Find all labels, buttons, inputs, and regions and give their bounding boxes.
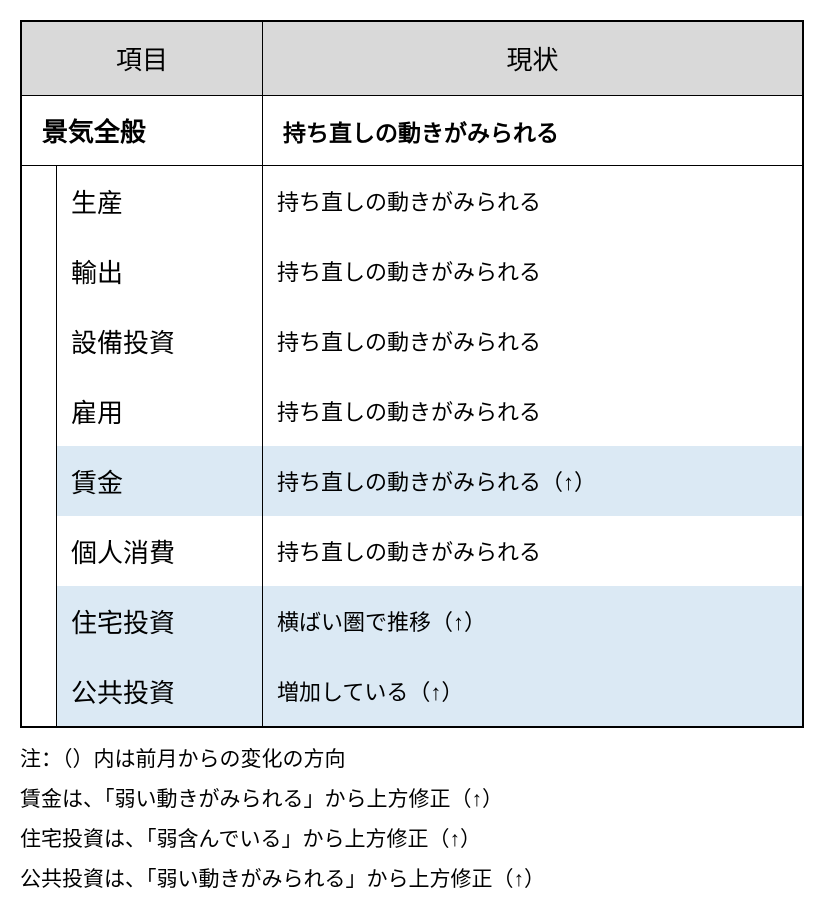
header-status: 現状: [263, 21, 804, 96]
row-item: 公共投資: [21, 656, 263, 727]
footnote-line: 公共投資は、「弱い動きがみられる」から上方修正（↑）: [20, 860, 804, 900]
row-status: 持ち直しの動きがみられる: [263, 166, 804, 237]
footnote-line: 賃金は、「弱い動きがみられる」から上方修正（↑）: [20, 780, 804, 820]
row-item-label: 住宅投資: [56, 586, 262, 656]
row-item-label: 輸出: [56, 236, 262, 306]
table-row: 輸出持ち直しの動きがみられる: [21, 236, 803, 306]
table-row: 公共投資増加している（↑）: [21, 656, 803, 727]
row-item-label: 設備投資: [56, 306, 262, 376]
row-item-label: 公共投資: [56, 656, 262, 726]
row-item: 生産: [21, 166, 263, 237]
row-item: 個人消費: [21, 516, 263, 586]
row-status: 持ち直しの動きがみられる: [263, 516, 804, 586]
row-status: 持ち直しの動きがみられる: [263, 236, 804, 306]
row-status: 持ち直しの動きがみられる（↑）: [263, 446, 804, 516]
row-item: 住宅投資: [21, 586, 263, 656]
table-row: 生産持ち直しの動きがみられる: [21, 166, 803, 237]
table-row: 住宅投資横ばい圏で推移（↑）: [21, 586, 803, 656]
row-item: 雇用: [21, 376, 263, 446]
row-status: 横ばい圏で推移（↑）: [263, 586, 804, 656]
row-item: 設備投資: [21, 306, 263, 376]
main-row-item: 景気全般: [21, 96, 263, 166]
main-row: 景気全般 持ち直しの動きがみられる: [21, 96, 803, 166]
row-item: 輸出: [21, 236, 263, 306]
row-item: 賃金: [21, 446, 263, 516]
table-row: 雇用持ち直しの動きがみられる: [21, 376, 803, 446]
main-row-status: 持ち直しの動きがみられる: [263, 96, 804, 166]
table-row: 設備投資持ち直しの動きがみられる: [21, 306, 803, 376]
footnotes: 注：（）内は前月からの変化の方向賃金は、「弱い動きがみられる」から上方修正（↑）…: [20, 740, 804, 900]
row-item-label: 生産: [56, 166, 262, 236]
footnote-line: 住宅投資は、「弱含んでいる」から上方修正（↑）: [20, 820, 804, 860]
row-status: 増加している（↑）: [263, 656, 804, 727]
row-item-label: 雇用: [56, 376, 262, 446]
table-row: 賃金持ち直しの動きがみられる（↑）: [21, 446, 803, 516]
row-status: 持ち直しの動きがみられる: [263, 376, 804, 446]
table-row: 個人消費持ち直しの動きがみられる: [21, 516, 803, 586]
economic-status-table: 項目 現状 景気全般 持ち直しの動きがみられる 生産持ち直しの動きがみられる輸出…: [20, 20, 804, 728]
header-item: 項目: [21, 21, 263, 96]
row-status: 持ち直しの動きがみられる: [263, 306, 804, 376]
footnote-line: 注：（）内は前月からの変化の方向: [20, 740, 804, 780]
row-item-label: 賃金: [56, 446, 262, 516]
header-row: 項目 現状: [21, 21, 803, 96]
row-item-label: 個人消費: [56, 516, 262, 586]
